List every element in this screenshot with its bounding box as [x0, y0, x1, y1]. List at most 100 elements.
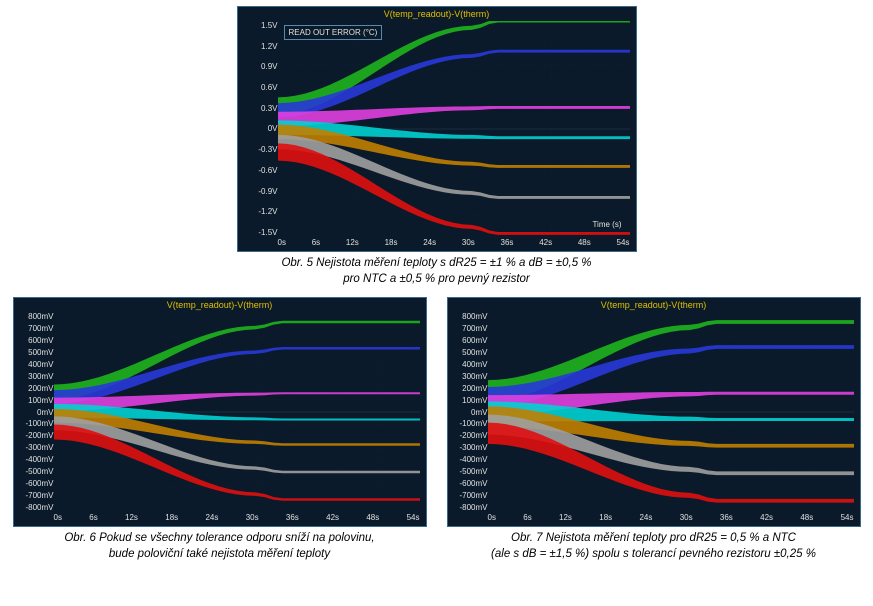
plot-title: V(temp_readout)-V(therm) — [14, 300, 426, 310]
figure-7: V(temp_readout)-V(therm) 800mV 700mV 600mV 5… — [447, 297, 861, 562]
y-axis-ticks: 800mV700mV600mV500mV400mV300mV200mV100mV… — [450, 312, 488, 512]
chart-left: V(temp_readout)-V(therm) 800mV 700mV 600mV 5… — [13, 297, 427, 527]
y-axis-ticks: 1.5V 1.2V 0.9V 0.6V 0.3V 0V -0.3V -0.6V -0.9V -1.… — [240, 21, 278, 237]
plot-area — [54, 312, 420, 512]
x-tick-label: 24s — [423, 238, 436, 250]
caption-text: Obr. 5 Nejistota měření teploty s dR25 =… — [281, 257, 591, 269]
x-tick-label: 36s — [501, 238, 514, 250]
x-tick-label: 12s — [559, 513, 572, 525]
plot-area — [278, 21, 630, 237]
figure-5: V(temp_readout)-V(therm)READ OUT ERROR (… — [237, 6, 637, 287]
x-axis-ticks: 0s 6s 12s 18s 24s 30s 36s 42s 48s 54s — [488, 513, 854, 525]
y-tick-label: 0.9V — [240, 62, 278, 71]
x-tick-label: 36s — [286, 513, 299, 525]
x-tick-label: 18s — [385, 238, 398, 250]
y-tick-label: 0.3V — [240, 104, 278, 113]
x-tick-label: 54s — [841, 513, 854, 525]
y-tick-label: 300mV — [450, 372, 488, 381]
x-tick-label: 18s — [165, 513, 178, 525]
x-tick-label: 12s — [125, 513, 138, 525]
x-tick-label: 54s — [617, 238, 630, 250]
y-tick-label: 300mV — [16, 372, 54, 381]
x-tick-label: 24s — [639, 513, 652, 525]
y-tick-label: 800mV — [450, 312, 488, 321]
y-tick-label: 100mV — [16, 396, 54, 405]
x-tick-label: 6s — [89, 513, 97, 525]
y-tick-label: -0.3V — [240, 145, 278, 154]
x-tick-label: 6s — [312, 238, 320, 250]
y-tick-label: 200mV — [16, 384, 54, 393]
x-tick-label: 18s — [599, 513, 612, 525]
y-tick-label: -100mV — [16, 419, 54, 428]
y-tick-label: 600mV — [450, 336, 488, 345]
y-tick-label: -100mV — [450, 419, 488, 428]
y-tick-label: 1.2V — [240, 42, 278, 51]
y-tick-label: 0V — [240, 124, 278, 133]
caption-text: Obr. 7 Nejistota měření teploty pro dR25… — [511, 532, 796, 544]
x-tick-label: 48s — [800, 513, 813, 525]
top-row: V(temp_readout)-V(therm)READ OUT ERROR (… — [6, 6, 867, 287]
y-tick-label: 0.6V — [240, 83, 278, 92]
y-tick-label: 0mV — [16, 408, 54, 417]
x-tick-label: 48s — [366, 513, 379, 525]
y-tick-label: -1.5V — [240, 228, 278, 237]
y-tick-label: -800mV — [16, 503, 54, 512]
x-tick-label: 42s — [539, 238, 552, 250]
y-tick-label: -1.2V — [240, 207, 278, 216]
y-tick-label: 500mV — [450, 348, 488, 357]
x-axis-ticks: 0s 6s 12s 18s 24s 30s 36s 42s 48s 54s — [54, 513, 420, 525]
x-tick-label: 36s — [720, 513, 733, 525]
x-tick-label: 0s — [54, 513, 62, 525]
x-tick-label: 0s — [488, 513, 496, 525]
plot-area — [488, 312, 854, 512]
y-tick-label: 1.5V — [240, 21, 278, 30]
chart-top: V(temp_readout)-V(therm)READ OUT ERROR (… — [237, 6, 637, 252]
x-tick-label: 30s — [462, 238, 475, 250]
y-tick-label: 500mV — [16, 348, 54, 357]
y-tick-label: 0mV — [450, 408, 488, 417]
y-tick-label: -500mV — [450, 467, 488, 476]
x-tick-label: 6s — [523, 513, 531, 525]
y-tick-label: -400mV — [16, 455, 54, 464]
y-tick-label: -400mV — [450, 455, 488, 464]
y-axis-ticks: 800mV 700mV 600mV 500mV 400mV 300mV 200mV 100mV… — [16, 312, 54, 512]
y-tick-label: -700mV — [450, 491, 488, 500]
y-tick-label: 200mV — [450, 384, 488, 393]
x-tick-label: 42s — [760, 513, 773, 525]
chart-right: V(temp_readout)-V(therm) 800mV 700mV 600mV 5… — [447, 297, 861, 527]
x-tick-label: 42s — [326, 513, 339, 525]
y-tick-label: -0.9V — [240, 187, 278, 196]
y-tick-label: -300mV — [450, 443, 488, 452]
y-tick-label: -0.6V — [240, 166, 278, 175]
y-tick-label: -200mV — [450, 431, 488, 440]
y-tick-label: -800mV — [450, 503, 488, 512]
y-tick-label: 400mV — [450, 360, 488, 369]
caption-text: bude poloviční také nejistota měření tep… — [109, 548, 330, 560]
x-tick-label: 24s — [205, 513, 218, 525]
caption-text: pro NTC a ±0,5 % pro pevný rezistor — [343, 273, 530, 285]
x-tick-label: 48s — [578, 238, 591, 250]
y-tick-label: -200mV — [16, 431, 54, 440]
x-axis-ticks: 0s6s12s18s24s30s36s42s48s54s — [278, 238, 630, 250]
y-tick-label: 700mV — [16, 324, 54, 333]
x-tick-label: 30s — [680, 513, 693, 525]
y-tick-label: -600mV — [16, 479, 54, 488]
y-tick-label: 400mV — [16, 360, 54, 369]
y-tick-label: 600mV — [16, 336, 54, 345]
caption-6: Obr. 6 Pokud se všechny tolerance odporu… — [64, 531, 374, 562]
plot-title: V(temp_readout)-V(therm) — [448, 300, 860, 310]
x-tick-label: 12s — [346, 238, 359, 250]
y-tick-label: -500mV — [16, 467, 54, 476]
x-tick-label: 54s — [407, 513, 420, 525]
caption-text: (ale s dB = ±1,5 %) spolu s tolerancí pe… — [491, 548, 816, 560]
y-tick-label: -300mV — [16, 443, 54, 452]
x-tick-label: 30s — [246, 513, 259, 525]
y-tick-label: 700mV — [450, 324, 488, 333]
figure-6: V(temp_readout)-V(therm) 800mV 700mV 600mV 5… — [13, 297, 427, 562]
y-tick-label: -700mV — [16, 491, 54, 500]
caption-7: Obr. 7 Nejistota měření teploty pro dR25… — [491, 531, 816, 562]
y-tick-label: 800mV — [16, 312, 54, 321]
plot-title: V(temp_readout)-V(therm) — [238, 9, 636, 19]
y-tick-label: -600mV — [450, 479, 488, 488]
caption-5: Obr. 5 Nejistota měření teploty s dR25 =… — [281, 256, 591, 287]
